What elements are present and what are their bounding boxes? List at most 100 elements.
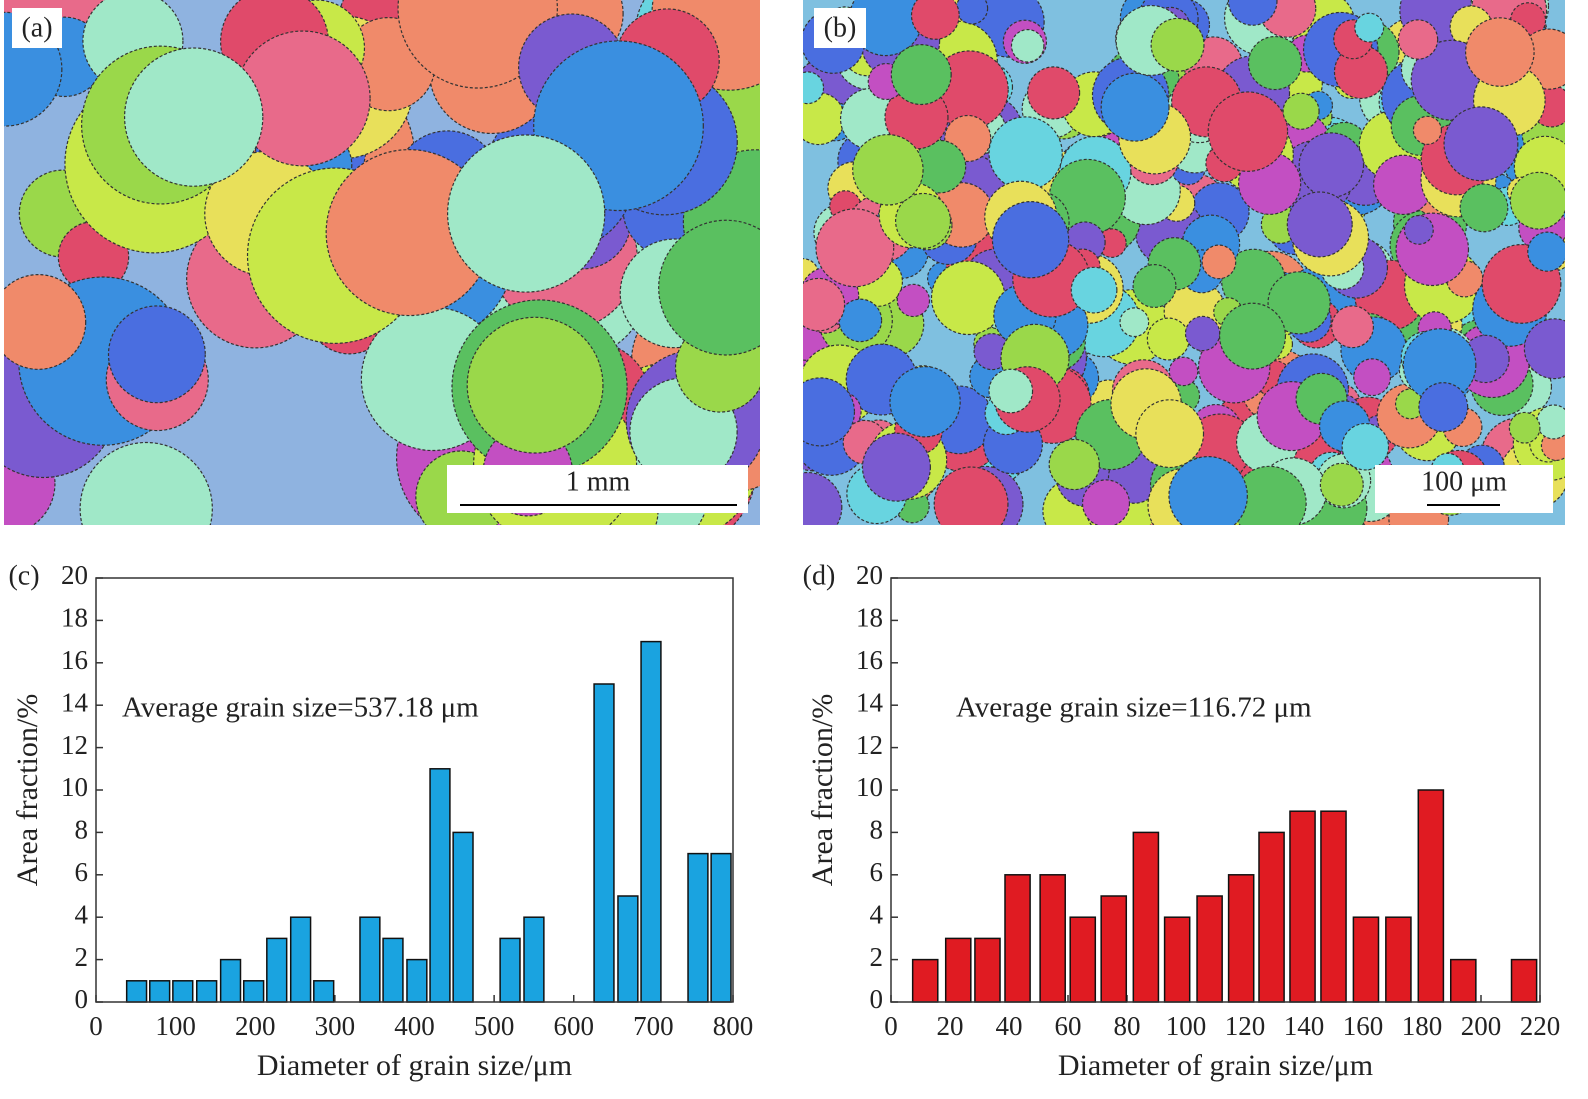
bar — [406, 958, 428, 1003]
bar — [1196, 895, 1223, 1003]
grain — [1081, 479, 1131, 525]
panel-label: (c) — [8, 560, 39, 591]
x-tick-label: 400 — [394, 1011, 435, 1041]
grain — [1227, 0, 1278, 26]
bar — [593, 683, 615, 1003]
y-tick-label: 8 — [870, 815, 884, 845]
scale-bar-label: 1 mm — [566, 466, 631, 497]
bar — [974, 937, 1001, 1003]
annotation: Average grain size=116.72 μm — [956, 692, 1312, 724]
x-tick-label: 140 — [1284, 1011, 1325, 1041]
bar — [1449, 958, 1477, 1003]
grain — [1070, 266, 1118, 314]
plot-frame — [890, 577, 1541, 1003]
y-tick-label: 0 — [870, 984, 884, 1014]
bar — [1100, 895, 1128, 1003]
y-tick-label: 10 — [856, 772, 883, 802]
bar — [1385, 916, 1412, 1003]
grain — [1267, 271, 1331, 335]
bar — [1227, 874, 1255, 1003]
grain — [1201, 244, 1237, 280]
bar — [1163, 916, 1191, 1003]
grain — [991, 200, 1070, 279]
grain — [1184, 315, 1221, 352]
grain — [1247, 35, 1303, 91]
y-tick-label: 4 — [75, 899, 89, 929]
micrograph-b — [803, 0, 1565, 525]
grain — [1282, 92, 1320, 130]
grain — [1523, 318, 1565, 380]
grain — [79, 441, 213, 525]
bar — [499, 937, 521, 1003]
grain — [466, 316, 604, 454]
grain — [447, 134, 606, 293]
grain — [1026, 66, 1081, 120]
y-tick-label: 12 — [61, 730, 88, 760]
grain — [1508, 411, 1541, 444]
y-tick-label: 6 — [75, 857, 89, 887]
grain — [1397, 19, 1439, 60]
bar — [195, 980, 218, 1003]
grain — [658, 219, 760, 356]
bar — [266, 937, 288, 1003]
y-tick-label: 16 — [61, 645, 88, 675]
x-tick-label: 80 — [1114, 1011, 1141, 1041]
bar — [1417, 789, 1445, 1003]
grain — [1119, 307, 1150, 338]
scale-bar-label: 100 μm — [1421, 466, 1507, 497]
grain — [1100, 72, 1170, 142]
grain — [1168, 356, 1199, 387]
y-tick-label: 10 — [61, 772, 88, 802]
y-tick-label: 4 — [870, 899, 884, 929]
bar — [125, 980, 148, 1003]
y-axis-title: Area fraction/% — [11, 694, 44, 886]
y-tick-label: 0 — [75, 984, 89, 1014]
x-tick-label: 0 — [884, 1011, 898, 1041]
bar — [359, 916, 381, 1003]
x-tick-label: 0 — [89, 1011, 103, 1041]
x-tick-label: 500 — [474, 1011, 515, 1041]
grain — [852, 134, 924, 206]
y-tick-label: 20 — [856, 560, 883, 590]
grain — [1536, 404, 1565, 440]
grain — [803, 92, 846, 146]
grain — [1333, 44, 1389, 100]
bar — [1132, 831, 1160, 1003]
x-tick-label: 300 — [315, 1011, 356, 1041]
bar — [382, 937, 404, 1003]
x-tick-label: 700 — [633, 1011, 674, 1041]
bar — [1004, 874, 1031, 1003]
y-tick-label: 14 — [61, 687, 89, 717]
bar — [944, 937, 972, 1003]
grain — [1150, 17, 1205, 72]
bar — [1258, 831, 1285, 1003]
grain — [803, 377, 856, 447]
bar — [149, 980, 171, 1003]
grain — [1459, 183, 1509, 233]
grain — [838, 298, 883, 343]
y-tick-label: 18 — [856, 603, 883, 633]
grain — [955, 0, 989, 25]
panel-label: (b) — [824, 12, 857, 43]
grain — [1418, 382, 1469, 433]
bar — [219, 958, 242, 1003]
bar — [1039, 874, 1066, 1003]
x-tick-label: 800 — [713, 1011, 754, 1041]
plot-frame — [95, 577, 734, 1003]
x-tick-label: 180 — [1402, 1011, 1443, 1041]
grain — [910, 0, 960, 40]
bar — [710, 852, 732, 1003]
grain — [803, 71, 825, 105]
x-axis-title: Diameter of grain size/μm — [257, 1049, 572, 1082]
grain — [1048, 438, 1100, 491]
x-tick-label: 160 — [1343, 1011, 1384, 1041]
bar — [523, 916, 545, 1003]
label-box — [12, 8, 62, 48]
x-tick-label: 60 — [1055, 1011, 1082, 1041]
grain — [1353, 358, 1392, 397]
y-tick-label: 2 — [75, 942, 89, 972]
grain — [1319, 462, 1364, 507]
grain — [1218, 302, 1287, 370]
grain — [1527, 231, 1565, 272]
